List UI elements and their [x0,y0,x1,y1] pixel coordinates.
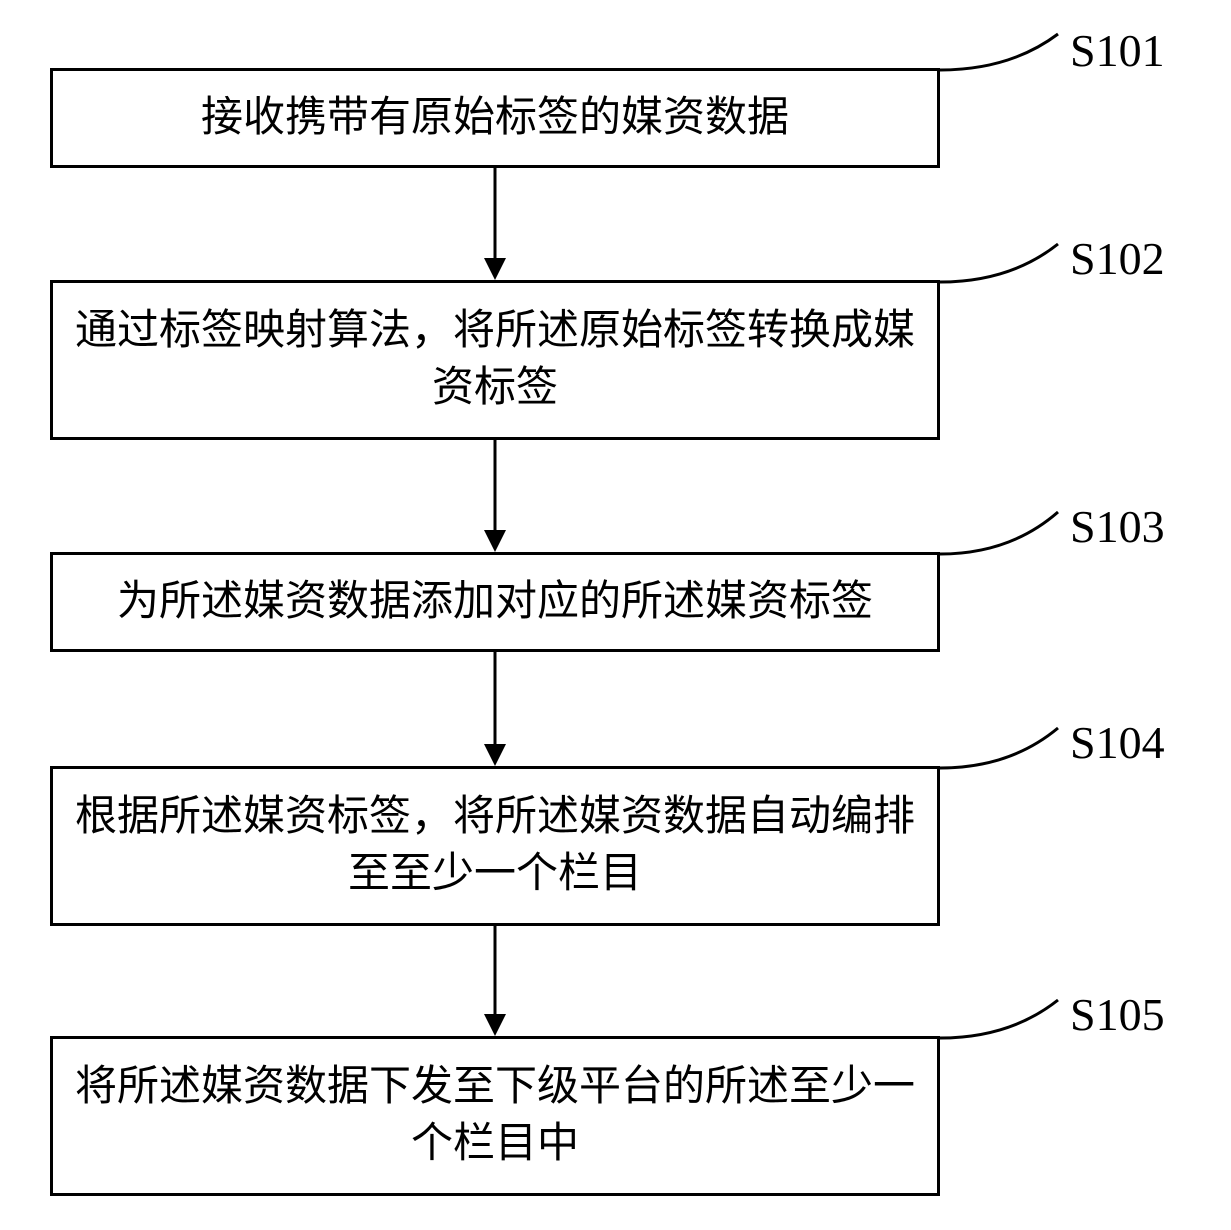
arrow-1 [470,168,520,280]
arrow-3 [470,652,520,766]
arrow-4 [470,926,520,1036]
step-text: 将所述媒资数据下发至下级平台的所述至少一个栏目中 [73,1059,917,1172]
step-box-s104: 根据所述媒资标签，将所述媒资数据自动编排至至少一个栏目 [50,766,940,926]
step-label-s104: S104 [1070,716,1165,769]
step-label-s103: S103 [1070,500,1165,553]
step-box-s103: 为所述媒资数据添加对应的所述媒资标签 [50,552,940,652]
step-label-s101: S101 [1070,24,1165,77]
flowchart-canvas: 接收携带有原始标签的媒资数据 通过标签映射算法，将所述原始标签转换成媒资标签 为… [0,0,1231,1230]
step-box-s101: 接收携带有原始标签的媒资数据 [50,68,940,168]
callout-s105 [940,984,1070,1044]
step-box-s105: 将所述媒资数据下发至下级平台的所述至少一个栏目中 [50,1036,940,1196]
callout-s103 [940,496,1070,560]
step-text: 根据所述媒资标签，将所述媒资数据自动编排至至少一个栏目 [73,789,917,902]
step-label-s102: S102 [1070,232,1165,285]
callout-s102 [940,228,1070,288]
callout-s104 [940,712,1070,774]
arrow-2 [470,440,520,552]
step-box-s102: 通过标签映射算法，将所述原始标签转换成媒资标签 [50,280,940,440]
step-text: 为所述媒资数据添加对应的所述媒资标签 [117,574,873,631]
step-text: 通过标签映射算法，将所述原始标签转换成媒资标签 [73,303,917,416]
callout-s101 [940,18,1070,78]
step-label-s105: S105 [1070,988,1165,1041]
step-text: 接收携带有原始标签的媒资数据 [201,90,789,147]
